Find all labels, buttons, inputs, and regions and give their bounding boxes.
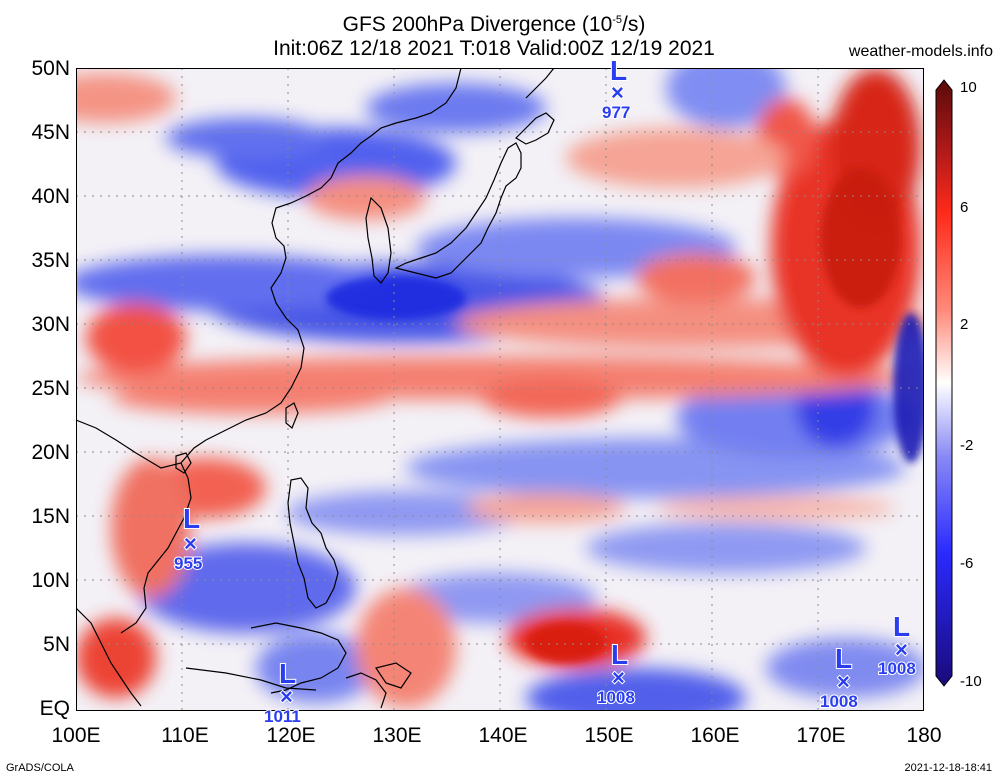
lon-label-160e: 160E xyxy=(690,724,740,747)
lat-label-eq: EQ xyxy=(39,697,70,720)
colorbar xyxy=(935,79,953,687)
map-title: GFS 200hPa Divergence (10-5/s) xyxy=(0,8,994,37)
colorbar-label-m10: -10 xyxy=(960,673,982,690)
low-l-icon: L xyxy=(279,658,296,689)
lat-label-10n: 10N xyxy=(31,569,70,592)
low-marker: L × 1008 xyxy=(596,638,636,708)
lat-label-50n: 50N xyxy=(31,57,70,80)
low-pressure: 1008 xyxy=(597,688,635,707)
divergence-map xyxy=(76,68,924,711)
low-l-icon: L xyxy=(183,503,200,534)
title-exponent: -5 xyxy=(612,14,623,26)
lat-label-45n: 45N xyxy=(31,121,70,144)
colorbar-label-m2: -2 xyxy=(960,437,974,454)
low-x-icon: × xyxy=(184,531,197,556)
lat-label-40n: 40N xyxy=(31,185,70,208)
lat-label-15n: 15N xyxy=(31,505,70,528)
low-marker: L × 1008 xyxy=(877,610,917,679)
lat-label-5n: 5N xyxy=(43,633,70,656)
low-x-icon: × xyxy=(837,669,850,694)
map-subtitle: Init:06Z 12/18 2021 T:018 Valid:00Z 12/1… xyxy=(273,37,715,60)
divergence-field xyxy=(76,68,924,711)
low-pressure: 1008 xyxy=(820,692,858,711)
low-x-icon: × xyxy=(895,637,908,662)
low-l-icon: L xyxy=(835,643,852,674)
lon-label-100e: 100E xyxy=(51,724,101,747)
low-pressure: 1008 xyxy=(878,659,916,678)
lat-label-20n: 20N xyxy=(31,441,70,464)
colorbar-label-m6: -6 xyxy=(960,555,974,572)
lat-label-25n: 25N xyxy=(31,377,70,400)
colorbar-label-10: 10 xyxy=(960,79,977,96)
low-x-icon: × xyxy=(280,684,293,709)
software-credit: GrADS/COLA xyxy=(6,762,74,774)
site-credit: weather-models.info xyxy=(848,43,993,60)
low-l-icon: L xyxy=(610,55,627,86)
title-text: GFS 200hPa Divergence (10 xyxy=(342,13,613,36)
timestamp: 2021-12-18-18:41 xyxy=(904,762,992,774)
graticule xyxy=(76,68,924,711)
low-marker: L × 1008 xyxy=(819,642,859,712)
lat-label-30n: 30N xyxy=(31,313,70,336)
low-x-icon: × xyxy=(612,665,625,690)
colorbar-label-6: 6 xyxy=(960,199,969,216)
lon-label-150e: 150E xyxy=(584,724,634,747)
low-marker: L × 955 xyxy=(173,502,203,574)
low-marker: L × 977 xyxy=(601,54,631,123)
lon-label-180: 180 xyxy=(906,724,942,747)
colorbar-label-2: 2 xyxy=(960,316,969,333)
lon-label-130e: 130E xyxy=(372,724,422,747)
low-pressure: 1011 xyxy=(264,707,301,726)
lat-label-35n: 35N xyxy=(31,249,70,272)
low-l-icon: L xyxy=(611,639,628,670)
lon-label-110e: 110E xyxy=(161,724,209,747)
low-x-icon: × xyxy=(611,80,624,105)
title-unit: /s) xyxy=(622,13,646,36)
low-pressure: 955 xyxy=(174,554,202,573)
low-marker: L × 1011 xyxy=(263,657,302,727)
lon-label-120e: 120E xyxy=(266,724,316,747)
lon-label-140e: 140E xyxy=(478,724,528,747)
coastlines xyxy=(76,68,555,709)
lon-label-170e: 170E xyxy=(796,724,846,747)
low-l-icon: L xyxy=(893,611,910,642)
low-pressure: 977 xyxy=(602,103,630,122)
